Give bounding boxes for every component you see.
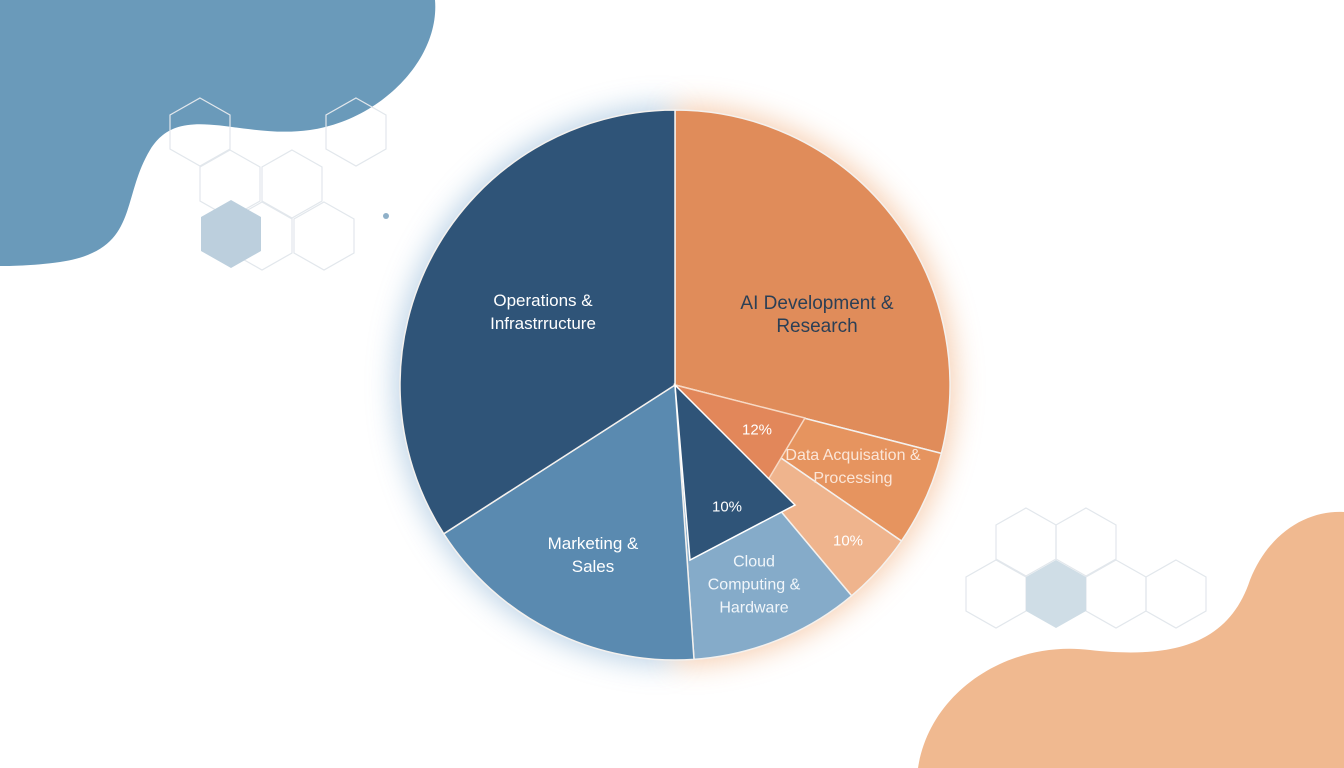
percent-annotation: 10% — [832, 532, 864, 550]
hexagon-filled — [1026, 560, 1086, 628]
slice-label: Data Acquisation & Processing — [785, 447, 921, 487]
pie-slice — [442, 383, 695, 661]
inner-wedge — [674, 383, 797, 562]
background-blob — [918, 511, 1344, 768]
slice-label: Marketing & Sales — [547, 534, 639, 576]
slice-label: Operations & Infrastrructure — [490, 291, 596, 333]
dot — [383, 213, 389, 219]
slice-label: AI Development & Research — [740, 293, 894, 337]
background-blob — [0, 0, 436, 266]
pie-slice — [399, 109, 676, 535]
percent-annotation: 12% — [741, 421, 773, 439]
pie-slice — [674, 109, 951, 455]
percent-annotation: 10% — [711, 498, 743, 516]
hexagon-decoration — [169, 97, 1207, 629]
slice-label: Cloud Computing & Hardware — [707, 553, 801, 617]
hexagon-filled — [201, 200, 261, 268]
